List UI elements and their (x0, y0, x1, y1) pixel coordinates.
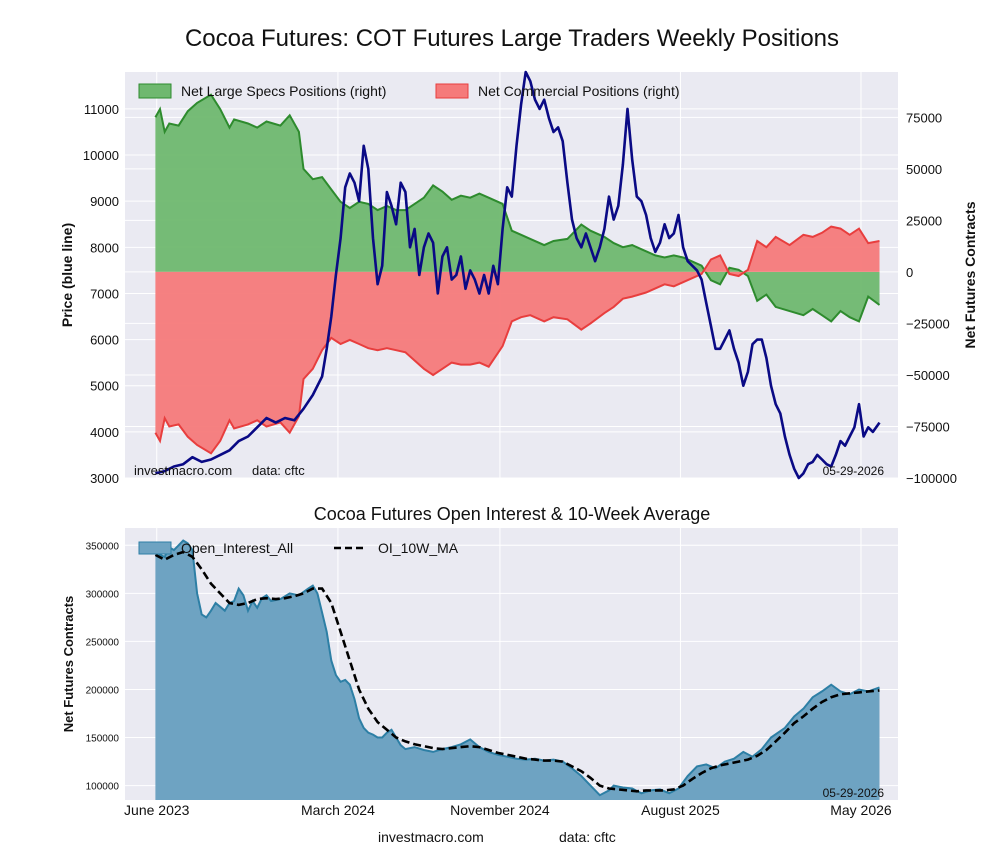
net-tick-label: −100000 (906, 471, 957, 486)
date-tick-label: May 2026 (830, 802, 892, 818)
date-axis: June 2023 March 2024 November 2024 August 2… (124, 802, 892, 818)
date-tick-label: August 2025 (641, 802, 720, 818)
watermark-source: data: cftc (252, 463, 305, 478)
oi-tick-label: 350000 (86, 541, 120, 552)
date-tick-label: March 2024 (301, 802, 375, 818)
legend-swatch-open-interest (138, 541, 172, 555)
price-tick-label: 10000 (83, 148, 119, 163)
net-tick-label: 50000 (906, 162, 942, 177)
positions-legend: Net Large Specs Positions (right) Net Co… (138, 83, 680, 99)
oi-tick-label: 200000 (86, 685, 120, 696)
open-interest-axis-label: Net Futures Contracts (61, 596, 76, 733)
price-tick-label: 11000 (84, 102, 119, 117)
net-tick-label: 0 (906, 265, 913, 280)
net-contracts-axis: −100000 −75000 −50000 −25000 0 25000 50000 7500… (906, 110, 957, 486)
open-interest-legend: Open_Interest_All OI_10W_MA (138, 540, 459, 556)
price-tick-label: 6000 (90, 333, 119, 348)
legend-swatch-specs (138, 83, 172, 99)
price-tick-label: 3000 (90, 471, 119, 486)
open-interest-date-stamp: 05-29-2026 (823, 786, 885, 800)
price-axis: 3000 4000 5000 6000 7000 8000 9000 10000 11000 (83, 102, 119, 486)
positions-date-stamp: 05-29-2026 (823, 464, 885, 478)
legend-swatch-commercial (435, 83, 469, 99)
net-tick-label: 75000 (906, 110, 942, 125)
net-tick-label: −75000 (906, 419, 950, 434)
net-tick-label: −50000 (906, 368, 950, 383)
net-contracts-axis-label: Net Futures Contracts (962, 201, 978, 348)
price-series (155, 70, 881, 480)
net-tick-label: 25000 (906, 213, 942, 228)
price-axis-label: Price (blue line) (59, 223, 75, 327)
positions-panel: 3000 4000 5000 6000 7000 8000 9000 10000 11000 −… (59, 70, 978, 486)
footer-site: investmacro.com (378, 829, 484, 845)
moving-average-series (154, 550, 880, 793)
open-interest-area (155, 540, 880, 800)
commercial-area (155, 226, 880, 454)
watermark-site: investmacro.com (134, 463, 232, 478)
figure-title: Cocoa Futures: COT Futures Large Traders… (185, 25, 839, 52)
date-tick-label: June 2023 (124, 802, 190, 818)
legend-label-moving-average: OI_10W_MA (378, 540, 459, 556)
oi-tick-label: 250000 (86, 637, 120, 648)
oi-tick-label: 100000 (86, 782, 120, 793)
legend-label-open-interest: Open_Interest_All (181, 540, 293, 556)
oi-tick-label: 300000 (86, 589, 120, 600)
open-interest-title: Cocoa Futures Open Interest & 10-Week Av… (314, 504, 711, 524)
price-tick-label: 8000 (90, 240, 119, 255)
moving-average-line (154, 550, 880, 793)
net-tick-label: −25000 (906, 316, 950, 331)
price-tick-label: 4000 (90, 425, 119, 440)
oi-tick-label: 150000 (86, 734, 120, 745)
open-interest-panel: Cocoa Futures Open Interest & 10-Week Av… (61, 504, 898, 818)
date-tick-label: November 2024 (450, 802, 550, 818)
legend-label-commercial: Net Commercial Positions (right) (478, 83, 680, 99)
price-line (155, 70, 881, 480)
footer-source: data: cftc (559, 829, 616, 845)
price-tick-label: 5000 (90, 379, 119, 394)
open-interest-axis: 100000 150000 200000 250000 300000 350000 (86, 541, 120, 792)
price-tick-label: 9000 (90, 194, 119, 209)
specs-line (154, 93, 881, 323)
price-tick-label: 7000 (90, 286, 119, 301)
legend-label-specs: Net Large Specs Positions (right) (181, 83, 386, 99)
